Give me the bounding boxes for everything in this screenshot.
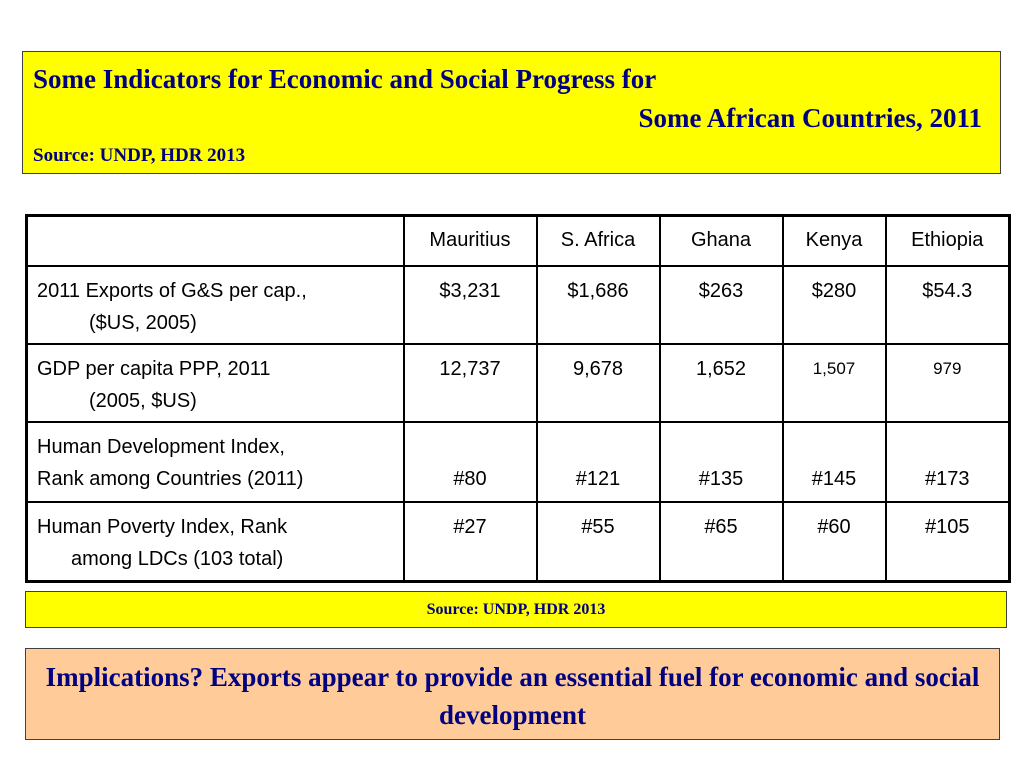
row-label-line: GDP per capita PPP, 2011 [37, 357, 271, 380]
title-line-1: Some Indicators for Economic and Social … [33, 64, 657, 94]
header-cell-ghana: Ghana [658, 214, 784, 267]
table-cell: $263 [658, 264, 784, 345]
table-cell: 1,507 [781, 342, 887, 423]
row-label-line: (2005, $US) [89, 389, 197, 412]
row-label-gdp: GDP per capita PPP, 2011 (2005, $US) [25, 342, 405, 423]
table-cell: #55 [535, 500, 661, 583]
table-cell: #105 [884, 500, 1011, 583]
row-label-line: Rank among Countries (2011) [37, 467, 304, 490]
row-label-hdi: Human Development Index, Rank among Coun… [25, 420, 405, 503]
source-box: Source: UNDP, HDR 2013 [25, 591, 1007, 628]
table-cell: #121 [535, 420, 661, 503]
table-cell: #65 [658, 500, 784, 583]
table-cell: #27 [402, 500, 538, 583]
header-cell-mauritius: Mauritius [402, 214, 538, 267]
header-cell-ethiopia: Ethiopia [884, 214, 1011, 267]
table-cell: 979 [884, 342, 1011, 423]
header-cell-south-africa: S. Africa [535, 214, 661, 267]
table-cell: $1,686 [535, 264, 661, 345]
table-cell: #145 [781, 420, 887, 503]
title-line-2: Some African Countries, 2011 [638, 103, 983, 133]
row-label-line: Human Poverty Index, Rank [37, 515, 288, 538]
table-cell: 12,737 [402, 342, 538, 423]
table-row: Human Development Index, Rank among Coun… [25, 420, 1011, 503]
header-cell-empty [25, 214, 405, 267]
row-label-line: 2011 Exports of G&S per cap., [37, 279, 307, 302]
table-cell: 9,678 [535, 342, 661, 423]
table-header-row: Mauritius S. Africa Ghana Kenya Ethiopia [25, 214, 1011, 267]
table-row: 2011 Exports of G&S per cap., ($US, 2005… [25, 264, 1011, 345]
table-cell: $54.3 [884, 264, 1011, 345]
row-label-line: ($US, 2005) [89, 311, 197, 334]
table-cell: $280 [781, 264, 887, 345]
header-cell-kenya: Kenya [781, 214, 887, 267]
row-label-hpi: Human Poverty Index, Rank among LDCs (10… [25, 500, 405, 583]
row-label-line: Human Development Index, [37, 435, 285, 458]
table-cell: #80 [402, 420, 538, 503]
row-label-exports: 2011 Exports of G&S per cap., ($US, 2005… [25, 264, 405, 345]
table-cell: #135 [658, 420, 784, 503]
table-row: GDP per capita PPP, 2011 (2005, $US) 12,… [25, 342, 1011, 423]
indicators-table: Mauritius S. Africa Ghana Kenya Ethiopia… [25, 214, 1011, 583]
table-cell: #60 [781, 500, 887, 583]
title-box: Some Indicators for Economic and Social … [22, 51, 1001, 174]
table-cell: 1,652 [658, 342, 784, 423]
table-row: Human Poverty Index, Rank among LDCs (10… [25, 500, 1011, 583]
row-label-line: among LDCs (103 total) [71, 547, 284, 570]
table-cell: $3,231 [402, 264, 538, 345]
table-cell: #173 [884, 420, 1011, 503]
title-source: Source: UNDP, HDR 2013 [33, 145, 246, 166]
implications-box: Implications? Exports appear to provide … [25, 648, 1000, 740]
